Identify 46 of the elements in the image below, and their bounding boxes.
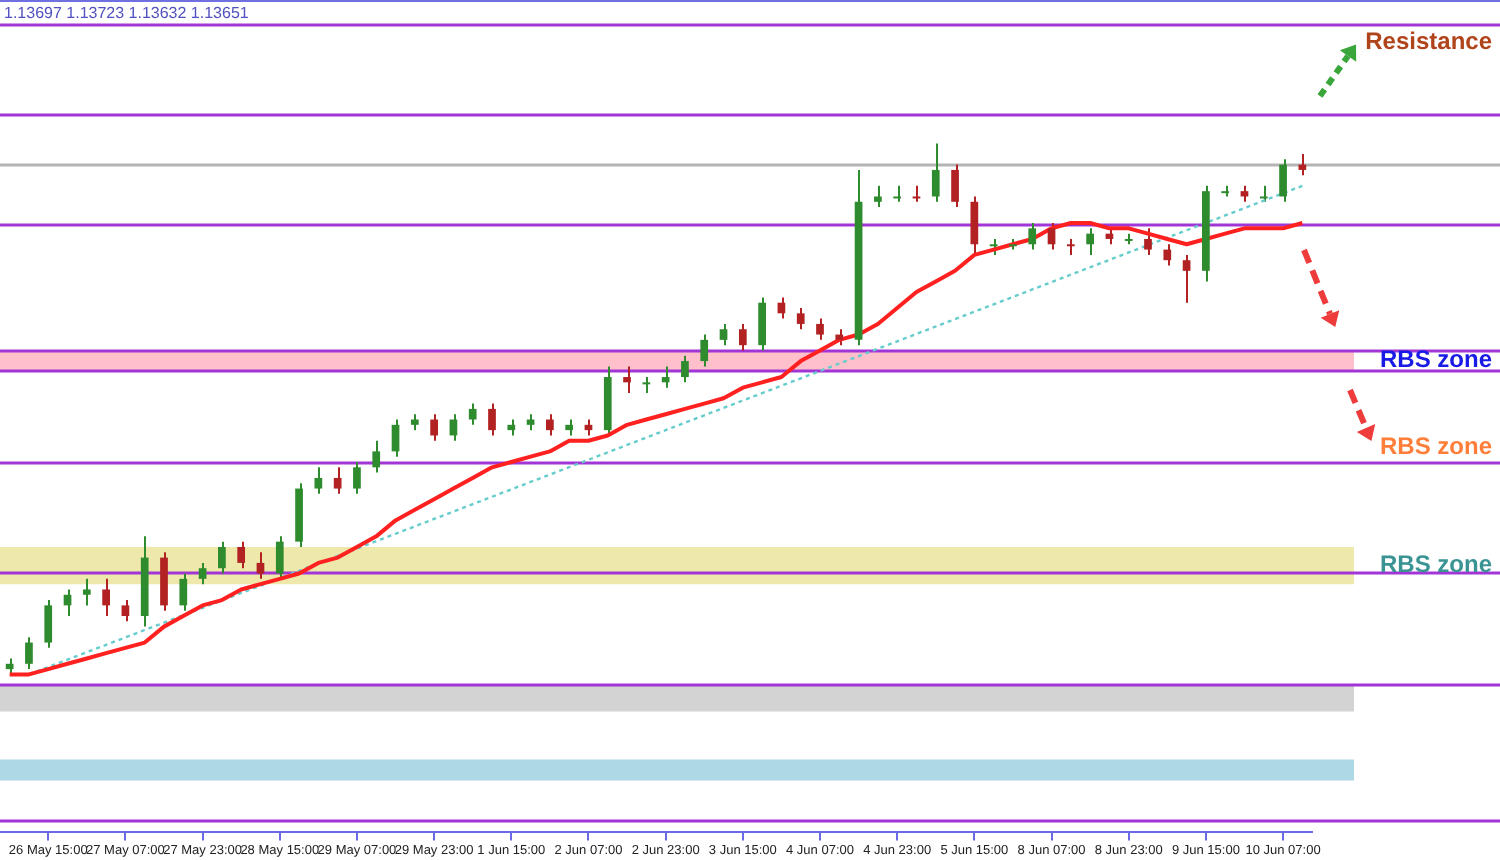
- candlestick: [353, 461, 361, 495]
- candlestick: [738, 322, 747, 352]
- ref-line-label: Resistance: [1365, 26, 1493, 55]
- candlestick: [931, 142, 940, 203]
- candlestick: [1144, 227, 1152, 256]
- candlestick: [874, 184, 882, 209]
- band-label: RBS zone: [1379, 550, 1493, 579]
- candlestick: [82, 577, 91, 607]
- candlestick: [198, 561, 207, 586]
- candlestick: [25, 636, 33, 671]
- text: 1.13697 1.13723 1.13632 1.13651: [4, 4, 250, 23]
- candlestick: [700, 333, 709, 368]
- candlestick: [970, 195, 979, 256]
- candlestick: [314, 466, 323, 495]
- candlestick: [372, 439, 381, 474]
- candlestick: [237, 540, 246, 570]
- candlestick: [719, 322, 728, 347]
- candlestick: [218, 540, 226, 575]
- candlestick: [1028, 222, 1037, 251]
- candlestick: [256, 551, 265, 580]
- candlestick: [546, 413, 554, 437]
- candlestick: [951, 163, 959, 209]
- candlestick: [121, 599, 130, 623]
- candlestick: [758, 296, 766, 352]
- candlestick: [661, 365, 670, 389]
- candlestick: [816, 317, 824, 341]
- candlestick: [488, 402, 496, 437]
- candlestick: [179, 572, 188, 612]
- candlestick: [681, 354, 689, 384]
- candlestick: [1298, 153, 1307, 177]
- band-label: RBS zone: [1379, 344, 1493, 373]
- candlestick: [468, 402, 477, 426]
- candlestick: [1047, 222, 1056, 251]
- candlestick: [1086, 227, 1094, 256]
- candlestick: [1279, 158, 1287, 203]
- candlestick: [796, 307, 805, 331]
- candlestick: [623, 365, 631, 394]
- candlestick: [430, 413, 438, 442]
- candlestick: [1182, 253, 1191, 304]
- candlestick: [1163, 243, 1172, 267]
- candlestick: [160, 551, 168, 612]
- candlestick: [102, 577, 110, 617]
- candlestick: [275, 535, 284, 580]
- ref-line-label: RBS zone: [1379, 432, 1493, 461]
- candlestick: [44, 599, 53, 649]
- candlestick: [333, 466, 342, 495]
